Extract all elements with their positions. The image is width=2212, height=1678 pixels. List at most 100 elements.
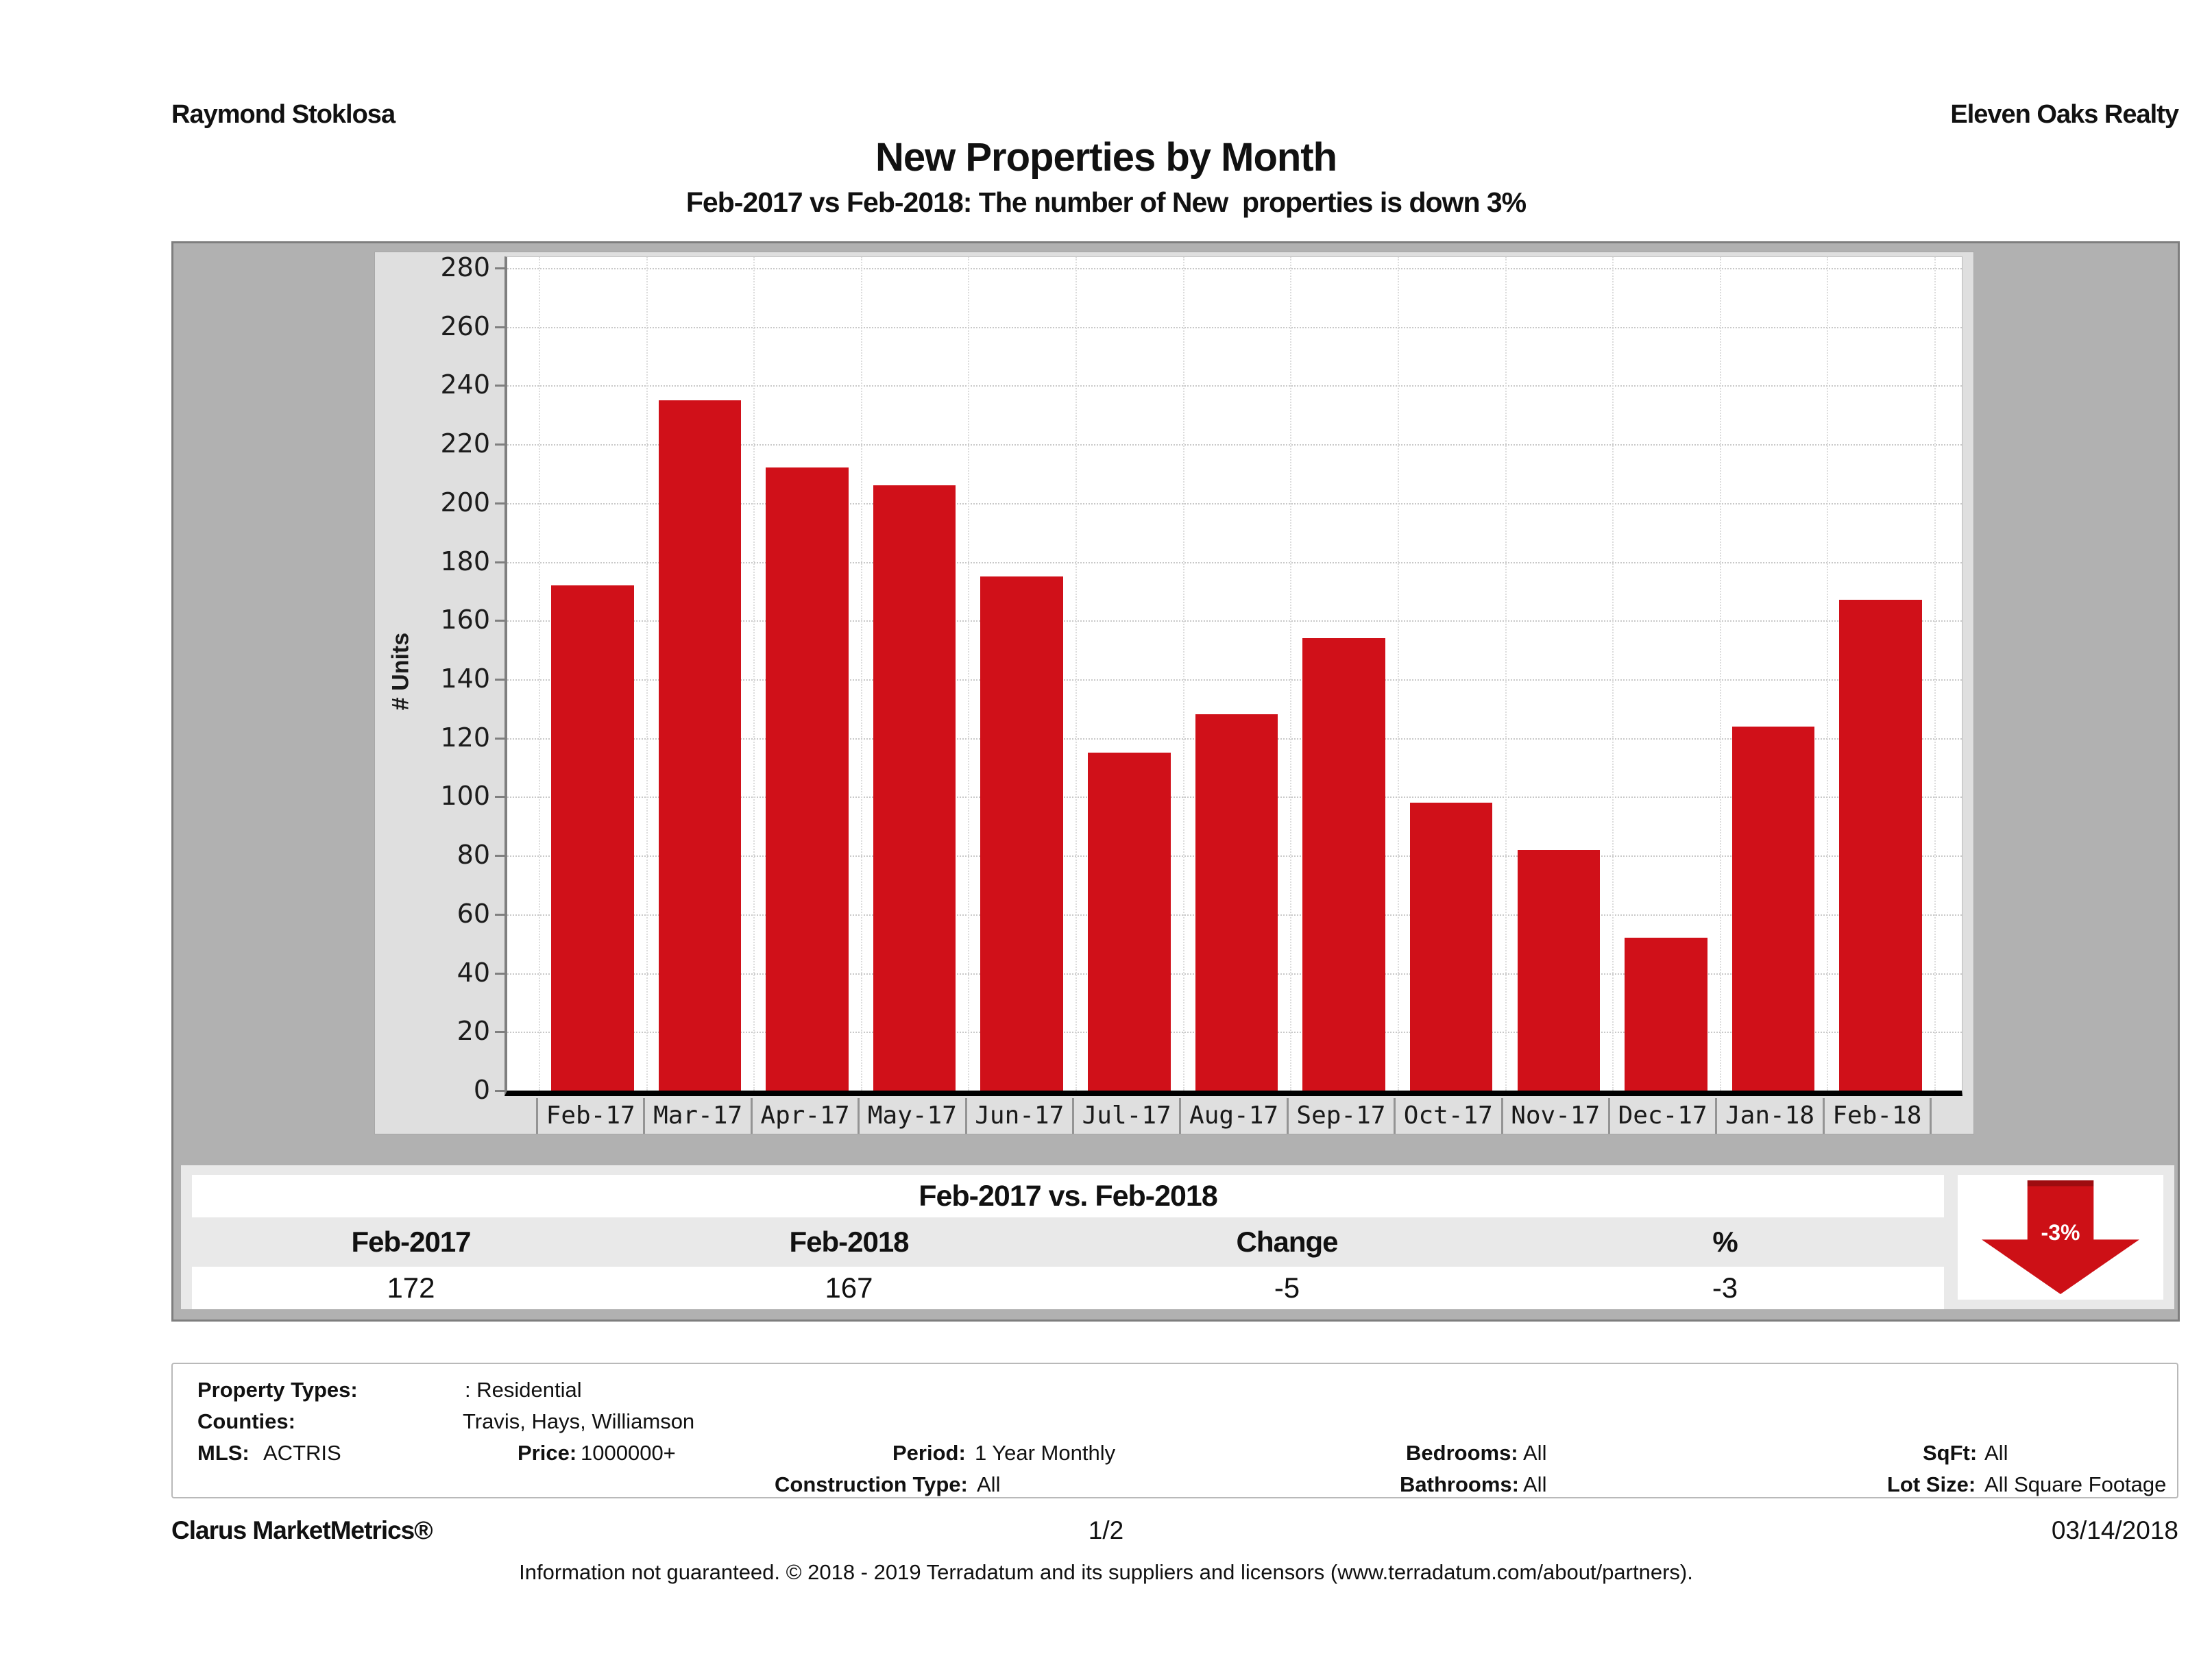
vertical-gridline	[1827, 257, 1829, 1091]
vertical-gridline	[753, 257, 755, 1091]
property-types-label: Property Types:	[197, 1378, 358, 1402]
y-axis-tick	[495, 267, 505, 269]
vertical-gridline	[1612, 257, 1614, 1091]
bar-slot-Jun-17	[968, 257, 1075, 1091]
table-value-cell: 172	[387, 1272, 435, 1304]
gridline	[507, 502, 1962, 504]
footer-product: Clarus MarketMetrics®	[171, 1516, 433, 1544]
y-axis-tick	[495, 855, 505, 858]
y-axis-tick	[495, 561, 505, 563]
bar-Oct-17	[1409, 803, 1493, 1091]
gridline	[507, 385, 1962, 387]
company-name: Eleven Oaks Realty	[1950, 100, 2179, 129]
y-axis-tick-label: 180	[440, 546, 490, 576]
price-value: 1000000+	[581, 1441, 676, 1465]
bathrooms-value: All	[1523, 1472, 1547, 1496]
period-label: Period:	[892, 1441, 966, 1465]
vertical-gridline	[1075, 257, 1078, 1091]
bar-slot-Mar-17	[646, 257, 754, 1091]
report-subtitle: Feb-2017 vs Feb-2018: The number of New …	[685, 186, 1527, 218]
trend-arrow-label: -3%	[2041, 1220, 2080, 1245]
y-axis-tick-label: 200	[440, 487, 490, 518]
vertical-gridline	[1719, 257, 1721, 1091]
comparison-table-title: Feb-2017 vs. Feb-2018	[192, 1175, 1944, 1217]
mls-value: ACTRIS	[263, 1441, 341, 1465]
vertical-gridline	[1290, 257, 1292, 1091]
bar-slot-Feb-17	[539, 257, 646, 1091]
bar-slot-Oct-17	[1398, 257, 1505, 1091]
property-types-value: : Residential	[465, 1378, 582, 1402]
footer-page-number: 1/2	[1088, 1516, 1124, 1544]
gridline	[507, 326, 1962, 328]
vertical-gridline	[1934, 257, 1936, 1091]
construction-type-value: All	[977, 1472, 1001, 1496]
y-axis-tick-label: 100	[440, 781, 490, 812]
y-axis-tick	[495, 796, 505, 799]
comparison-table: Feb-2017 vs. Feb-2018 Feb-2017 Feb-2018 Ch…	[192, 1175, 1944, 1309]
vertical-gridline	[1397, 257, 1399, 1091]
x-axis-label: Oct-17	[1394, 1098, 1500, 1134]
y-axis-tick-label: 40	[457, 957, 490, 988]
x-axis-label: Mar-17	[643, 1098, 750, 1134]
mls-label: MLS:	[197, 1441, 250, 1465]
y-axis-tick	[495, 620, 505, 622]
bedrooms-label: Bedrooms:	[1406, 1441, 1518, 1465]
bar-Feb-17	[551, 585, 634, 1091]
table-value-cell: -5	[1274, 1272, 1300, 1304]
x-axis-labels: Feb-17 Mar-17 Apr-17 May-17 Jun-17 Jul-17 Aug-…	[536, 1098, 1932, 1134]
x-axis-label: Feb-17	[536, 1098, 643, 1134]
x-axis-label: Nov-17	[1500, 1098, 1608, 1134]
plot-area	[495, 256, 1962, 1096]
vertical-gridline	[1505, 257, 1507, 1091]
sqft-label: SqFt:	[1923, 1441, 1978, 1465]
counties-label: Counties:	[197, 1409, 295, 1433]
gridline	[507, 268, 1962, 269]
y-axis-tick	[495, 1090, 505, 1092]
footer-date: 03/14/2018	[2051, 1516, 2178, 1544]
y-axis-tick	[495, 385, 505, 387]
bar-slot-Dec-17	[1612, 257, 1720, 1091]
sqft-value: All	[1984, 1441, 2008, 1465]
table-header-cell: %	[1712, 1226, 1738, 1258]
y-axis-tick-label: 260	[440, 311, 490, 341]
bar-Aug-17	[1195, 714, 1278, 1091]
x-axis-label: Sep-17	[1286, 1098, 1394, 1134]
bar-Mar-17	[658, 400, 742, 1091]
y-axis-tick	[495, 972, 505, 975]
gridline	[507, 561, 1962, 563]
y-axis-tick-label: 140	[440, 664, 490, 694]
table-header-cell: Feb-2017	[351, 1226, 471, 1258]
comparison-table-panel: Feb-2017 vs. Feb-2018 Feb-2017 Feb-2018 Ch…	[181, 1165, 2174, 1309]
gridline	[507, 620, 1962, 622]
x-axis-label: Jan-18	[1715, 1098, 1822, 1134]
lot-size-label: Lot Size:	[1887, 1472, 1976, 1496]
bar-slot-Apr-17	[753, 257, 861, 1091]
y-axis-tick-label: 280	[440, 252, 490, 282]
table-header-cell: Feb-2018	[789, 1226, 909, 1258]
bar-Sep-17	[1302, 638, 1385, 1091]
x-axis-label: Jun-17	[964, 1098, 1072, 1134]
y-axis-tick	[495, 679, 505, 681]
bar-Jun-17	[980, 576, 1064, 1091]
y-axis-tick-label: 120	[440, 722, 490, 753]
bar-Jan-18	[1731, 727, 1815, 1091]
y-axis-tick-label: 0	[473, 1075, 490, 1105]
vertical-gridline	[860, 257, 862, 1091]
bar-Feb-18	[1839, 600, 1922, 1091]
chart-container: # Units 0 20 40 60 80 100 120 140 160 180 200 220 24…	[171, 241, 2180, 1322]
bar-slot-Aug-17	[1183, 257, 1291, 1091]
footer-disclaimer: Information not guaranteed. © 2018 - 201…	[519, 1560, 1693, 1584]
gridline	[507, 679, 1962, 681]
vertical-gridline	[646, 257, 648, 1091]
bar-slot-Feb-18	[1827, 257, 1934, 1091]
vertical-gridline	[1182, 257, 1184, 1091]
table-header-cell: Change	[1236, 1226, 1338, 1258]
bathrooms-label: Bathrooms:	[1400, 1472, 1519, 1496]
comparison-table-header-row: Feb-2017 Feb-2018 Change%	[192, 1217, 1944, 1267]
bar-slot-Sep-17	[1290, 257, 1398, 1091]
bar-slot-Jan-18	[1720, 257, 1827, 1091]
bar-Nov-17	[1517, 850, 1601, 1091]
bar-Jul-17	[1088, 753, 1171, 1091]
x-axis-label: Jul-17	[1071, 1098, 1179, 1134]
lot-size-value: All Square Footage	[1984, 1472, 2167, 1496]
